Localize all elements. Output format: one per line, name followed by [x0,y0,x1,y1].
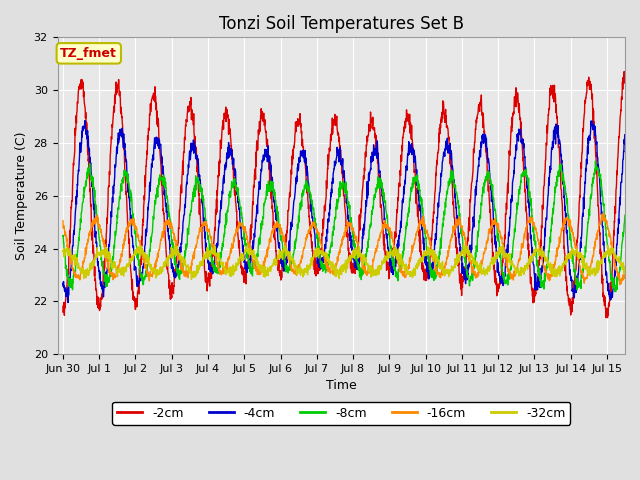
-16cm [621,271,629,277]
-2cm [317,246,325,252]
Line: -4cm: -4cm [63,120,625,302]
Line: -32cm: -32cm [63,245,625,279]
-4cm [88,178,96,184]
Line: -16cm: -16cm [63,214,625,285]
-4cm [605,288,613,293]
-32cm [333,273,340,279]
-8cm [591,158,599,164]
-32cm [318,248,326,254]
-2cm [59,303,67,309]
-8cm [605,258,613,264]
-16cm [332,261,340,266]
-2cm [502,211,509,216]
-4cm [81,118,89,123]
-16cm [88,223,95,229]
-4cm [502,257,510,263]
-16cm [616,282,624,288]
Line: -2cm: -2cm [63,72,625,318]
-2cm [621,80,629,86]
-32cm [59,248,67,253]
-8cm [88,178,95,184]
-8cm [59,233,67,239]
-8cm [502,280,509,286]
-2cm [620,69,628,74]
-16cm [59,218,67,224]
Line: -8cm: -8cm [63,161,625,292]
-32cm [605,253,613,259]
-4cm [621,139,629,144]
-16cm [605,228,612,234]
-4cm [59,280,67,286]
-8cm [612,289,620,295]
-2cm [604,315,611,321]
-32cm [621,264,629,270]
-32cm [88,259,95,265]
-32cm [188,276,195,282]
-32cm [502,251,510,256]
-4cm [318,264,326,270]
-2cm [88,228,95,233]
-8cm [605,253,612,259]
-2cm [332,120,340,126]
-2cm [605,301,613,307]
-4cm [333,152,340,158]
-16cm [317,242,325,248]
-16cm [605,228,613,234]
-32cm [499,242,506,248]
-4cm [64,300,72,305]
Legend: -2cm, -4cm, -8cm, -16cm, -32cm: -2cm, -4cm, -8cm, -16cm, -32cm [112,402,570,424]
-2cm [605,300,612,306]
Text: TZ_fmet: TZ_fmet [60,47,117,60]
-8cm [332,206,340,212]
-16cm [600,211,608,216]
-8cm [621,212,629,218]
Title: Tonzi Soil Temperatures Set B: Tonzi Soil Temperatures Set B [219,15,464,33]
-32cm [605,250,613,256]
X-axis label: Time: Time [326,379,356,392]
-8cm [317,265,325,271]
-4cm [605,291,613,297]
Y-axis label: Soil Temperature (C): Soil Temperature (C) [15,132,28,260]
-16cm [502,254,509,260]
